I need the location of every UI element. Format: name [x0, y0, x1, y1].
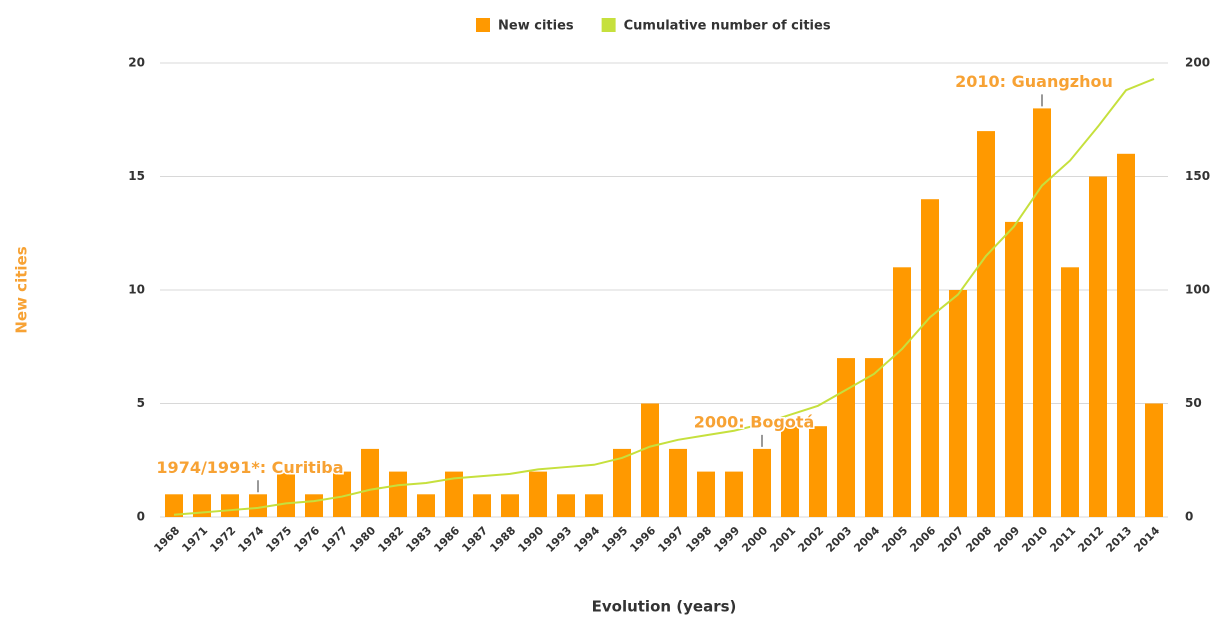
bar — [1145, 403, 1163, 517]
y-axis-title: New cities — [13, 246, 31, 333]
x-tick-label: 1983 — [403, 524, 434, 555]
bar — [417, 494, 435, 517]
bar — [529, 471, 547, 517]
bar — [1117, 153, 1135, 518]
x-tick-label: 1990 — [515, 524, 546, 555]
x-tick-label: 1996 — [627, 524, 658, 555]
x-tick-label: 2012 — [1075, 524, 1106, 555]
legend-swatch — [476, 18, 490, 32]
x-tick-label: 2005 — [879, 524, 910, 555]
x-tick-label: 2013 — [1103, 524, 1134, 555]
bar — [865, 358, 883, 517]
bar — [613, 448, 631, 517]
bar — [809, 426, 827, 517]
x-tick-label: 1999 — [711, 524, 742, 555]
annotation: 1974/1991*: Curitiba — [156, 458, 343, 477]
x-tick-label: 2010 — [1019, 524, 1050, 555]
bar — [501, 494, 519, 517]
y-tick-label: 5 — [137, 396, 145, 410]
bar — [781, 426, 799, 517]
x-tick-label: 2000 — [739, 524, 770, 555]
x-tick-label: 2003 — [823, 524, 854, 555]
y2-tick-label: 200 — [1185, 56, 1210, 70]
bar — [837, 358, 855, 517]
bar — [1005, 221, 1023, 517]
x-tick-label: 2011 — [1047, 524, 1078, 555]
x-tick-label: 1988 — [487, 524, 518, 555]
x-tick-label: 2009 — [991, 524, 1022, 555]
bar — [1061, 267, 1079, 517]
y-tick-label: 20 — [128, 56, 145, 70]
bar — [445, 471, 463, 517]
bar — [249, 494, 267, 517]
bar — [893, 267, 911, 517]
x-axis-title: Evolution (years) — [592, 598, 737, 616]
annotation: 2000: Bogotá — [694, 412, 815, 431]
bar — [557, 494, 575, 517]
x-tick-label: 2014 — [1131, 524, 1162, 555]
y2-tick-label: 0 — [1185, 510, 1193, 524]
y2-tick-label: 50 — [1185, 396, 1202, 410]
bar — [473, 494, 491, 517]
y-tick-label: 0 — [137, 510, 145, 524]
bar — [669, 448, 687, 517]
x-tick-label: 2006 — [907, 524, 938, 555]
x-tick-label: 1994 — [571, 524, 602, 555]
x-tick-label: 2008 — [963, 524, 994, 555]
bar — [977, 131, 995, 517]
y-tick-label: 10 — [128, 283, 145, 297]
y2-tick-label: 150 — [1185, 169, 1210, 183]
y2-tick-label: 100 — [1185, 283, 1210, 297]
x-tick-label: 1986 — [431, 524, 462, 555]
legend-label: New cities — [498, 19, 574, 34]
bar — [697, 471, 715, 517]
x-tick-label: 1982 — [375, 524, 406, 555]
x-tick-label: 1972 — [207, 524, 238, 555]
x-tick-label: 1980 — [347, 524, 378, 555]
x-tick-label: 1976 — [291, 524, 322, 555]
annotation: 2010: Guangzhou — [955, 72, 1113, 91]
x-tick-label: 2004 — [851, 524, 882, 555]
bar — [725, 471, 743, 517]
bar — [361, 448, 379, 517]
x-tick-label: 2001 — [767, 524, 798, 555]
bar — [389, 471, 407, 517]
bar — [585, 494, 603, 517]
bar — [753, 448, 771, 517]
x-tick-label: 1977 — [319, 524, 350, 555]
x-tick-label: 1993 — [543, 524, 574, 555]
bar — [277, 471, 295, 517]
x-tick-label: 1997 — [655, 524, 686, 555]
bar — [305, 494, 323, 517]
x-tick-label: 2007 — [935, 524, 966, 555]
bar — [921, 199, 939, 517]
bar — [949, 290, 967, 517]
legend-label: Cumulative number of cities — [624, 19, 831, 34]
x-tick-label: 2002 — [795, 524, 826, 555]
bar — [221, 494, 239, 517]
bar — [641, 403, 659, 517]
bar — [165, 494, 183, 517]
x-tick-label: 1975 — [263, 524, 294, 555]
line — [173, 77, 1155, 516]
bar — [333, 471, 351, 517]
x-tick-label: 1971 — [179, 524, 210, 555]
x-tick-label: 1968 — [151, 524, 182, 555]
x-tick-label: 1974 — [235, 524, 266, 555]
y-tick-label: 15 — [128, 169, 145, 183]
x-tick-label: 1998 — [683, 524, 714, 555]
bar — [1033, 108, 1051, 518]
bar — [1089, 176, 1107, 517]
x-tick-label: 1995 — [599, 524, 630, 555]
x-tick-label: 1987 — [459, 524, 490, 555]
legend-swatch — [601, 18, 616, 32]
